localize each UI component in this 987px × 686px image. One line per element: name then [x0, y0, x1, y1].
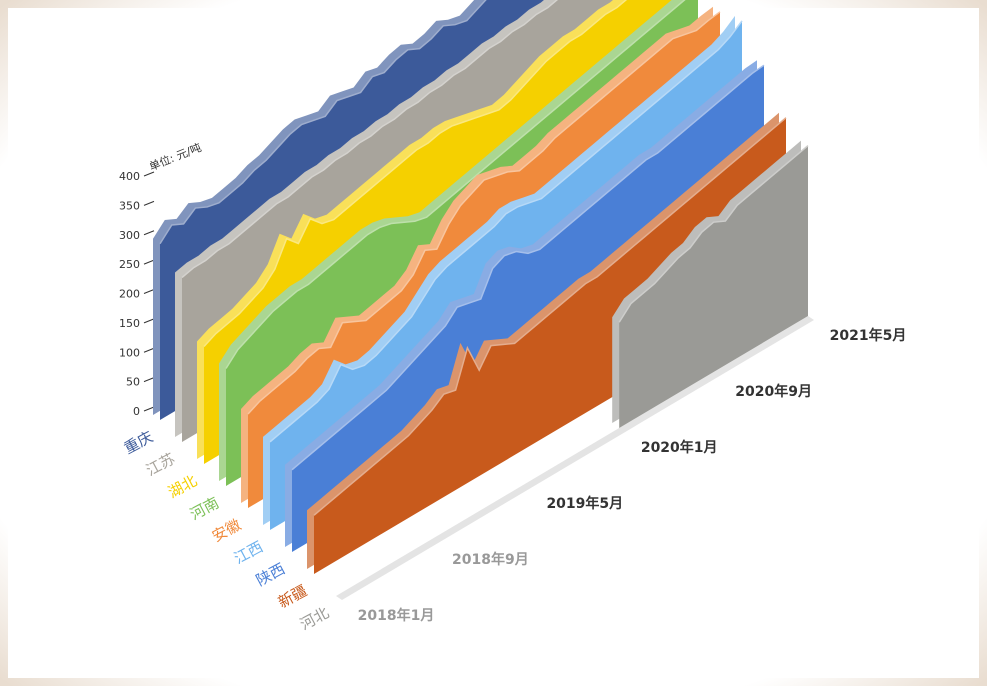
y-tick — [143, 406, 155, 412]
area-edge — [225, 0, 686, 369]
area-edge — [313, 117, 787, 516]
x-tick-label: 2021年5月 — [830, 327, 907, 344]
x-tick-label: 2020年1月 — [641, 439, 718, 456]
y-tick — [143, 289, 155, 294]
y-tick — [143, 377, 155, 383]
y-tick-label: 100 — [119, 346, 140, 359]
y-tick-label: 300 — [119, 229, 140, 242]
area-edge — [269, 20, 743, 443]
base-strip — [336, 316, 814, 600]
y-tick-label: 250 — [119, 258, 140, 271]
x-tick-label: 2018年9月 — [452, 551, 529, 568]
y-tick — [143, 347, 155, 353]
y-tick-label: 0 — [133, 405, 140, 418]
y-tick-label: 50 — [126, 376, 140, 389]
area — [619, 145, 808, 428]
y-tick-label: 200 — [119, 288, 140, 301]
y-tick — [143, 259, 155, 265]
y-tick-label: 400 — [119, 170, 140, 183]
x-tick-label: 2020年9月 — [735, 383, 812, 400]
area-edge — [203, 0, 628, 348]
y-tick — [143, 200, 155, 206]
area — [314, 117, 786, 574]
area-edge — [247, 11, 721, 415]
y-tick-label: 350 — [119, 199, 140, 212]
x-tick-label: 2018年1月 — [358, 607, 435, 624]
y-tick — [143, 318, 155, 324]
area-edge — [618, 145, 809, 323]
area-edge — [159, 0, 487, 245]
y-tick — [143, 230, 155, 236]
area-edge — [291, 64, 765, 471]
y-tick-label: 150 — [119, 317, 140, 330]
y-tick — [143, 171, 155, 177]
area-edge — [181, 0, 559, 279]
x-tick-label: 2019年5月 — [546, 495, 623, 512]
